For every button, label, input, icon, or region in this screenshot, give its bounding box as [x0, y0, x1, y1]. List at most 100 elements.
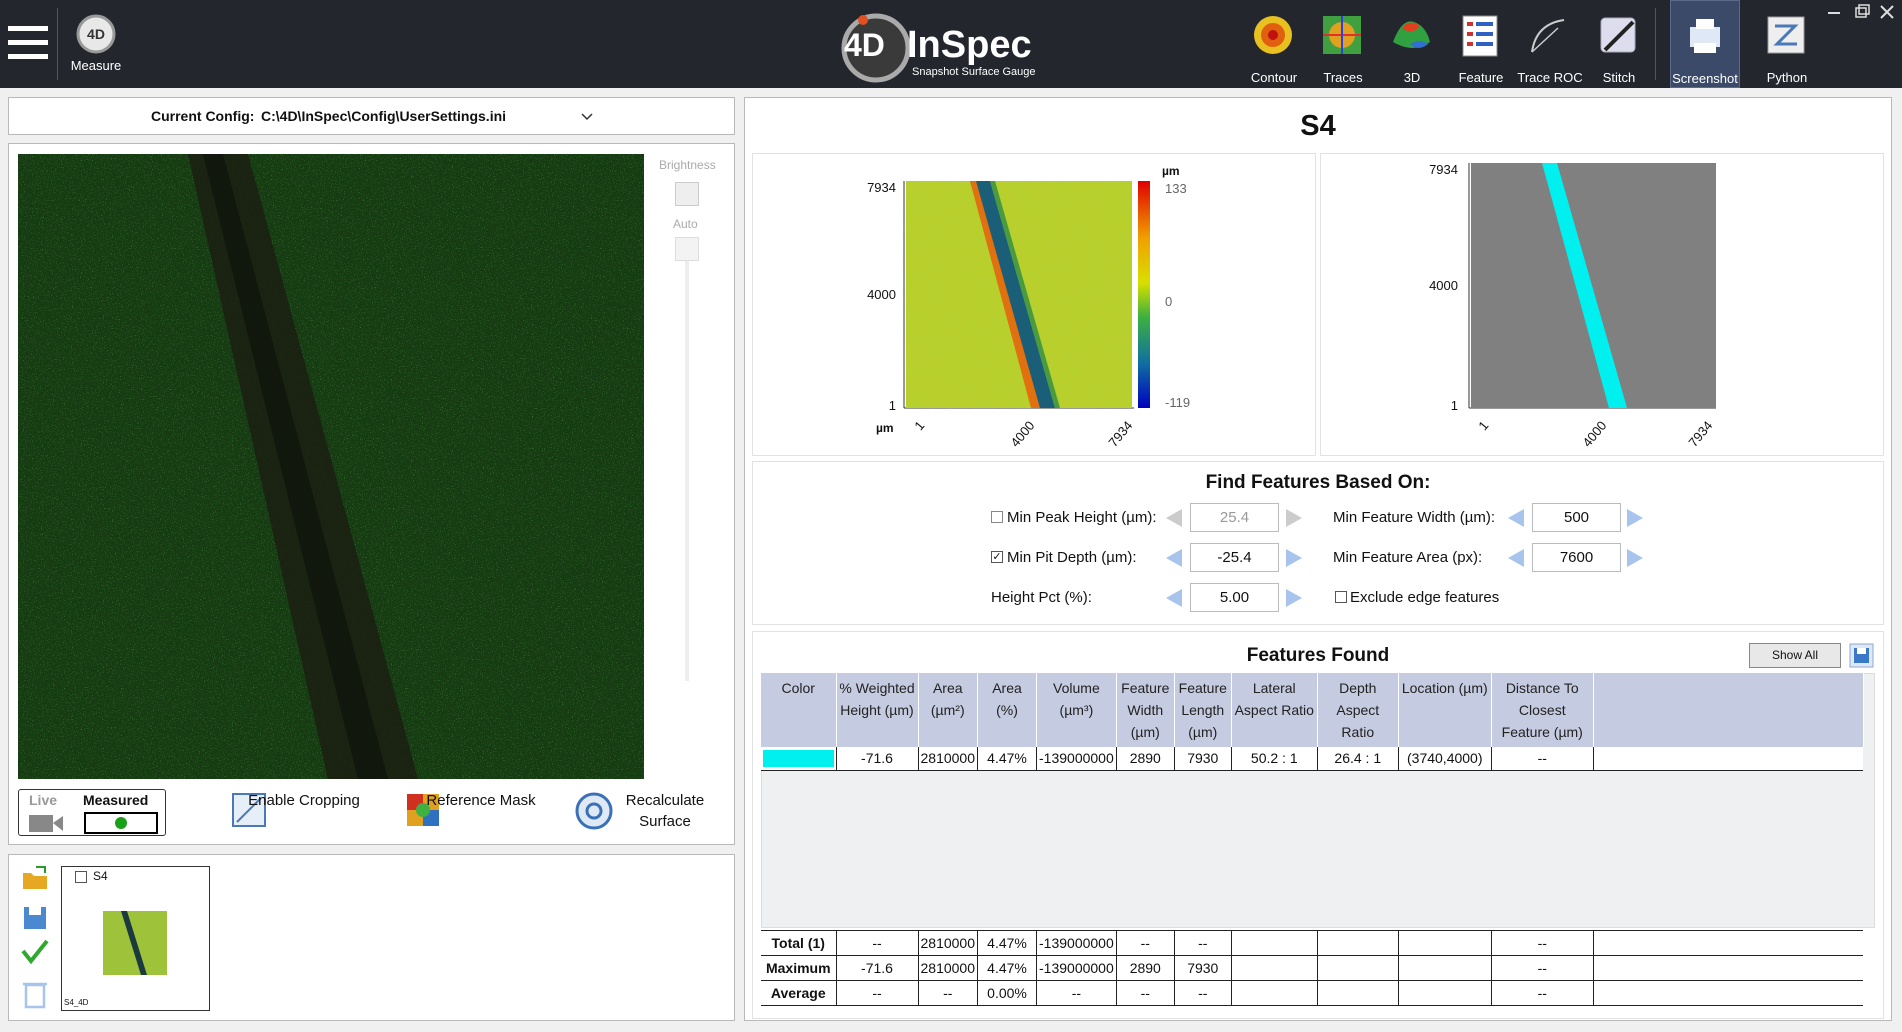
config-dropdown[interactable]: C:\4D\InSpec\Config\UserSettings.ini — [261, 108, 507, 124]
reference-mask-button[interactable]: Reference Mask — [426, 792, 536, 809]
tool-button[interactable]: 3D — [1377, 0, 1447, 88]
cell: 4.47% — [977, 930, 1038, 956]
column-header[interactable]: Color — [761, 673, 837, 747]
window-controls[interactable] — [1826, 4, 1900, 22]
column-header[interactable]: Area (%) — [977, 673, 1038, 747]
column-header[interactable]: Volume (µm³) — [1036, 673, 1117, 747]
tool-label[interactable]: Contour — [1250, 70, 1298, 85]
height-pct-input[interactable]: 5.00 — [1190, 583, 1279, 612]
column-header[interactable]: Lateral Aspect Ratio — [1231, 673, 1318, 747]
summary-row: Total (1) -- 2810000 4.47% -139000000 -- -- -- — [761, 930, 1864, 956]
tool-button[interactable]: Contour — [1239, 0, 1309, 88]
column-header[interactable]: Area (µm²) — [918, 673, 979, 747]
thumbnail-checkbox[interactable] — [75, 871, 87, 883]
cell: -- — [836, 930, 919, 956]
tool-icon[interactable] — [1459, 14, 1503, 58]
live-measured-toggle[interactable]: Live Measured — [18, 789, 166, 836]
tool-label[interactable]: Stitch — [1602, 70, 1636, 85]
tool-label[interactable]: Screenshot — [1672, 71, 1738, 86]
tool-button[interactable]: Traces — [1308, 0, 1378, 88]
cell: 4.47% — [977, 955, 1038, 981]
tool-icon[interactable] — [1765, 14, 1809, 58]
column-header[interactable]: % Weighted Height (µm) — [836, 673, 919, 747]
tool-icon[interactable] — [1252, 14, 1296, 58]
thumbnail-name[interactable]: S4 — [93, 869, 108, 883]
min-area-input[interactable]: 7600 — [1532, 543, 1621, 572]
summary-label: Average — [761, 980, 837, 1006]
min-peak-input[interactable]: 25.4 — [1190, 503, 1279, 532]
column-header[interactable]: Location (µm) — [1398, 673, 1492, 747]
min-peak-checkbox[interactable] — [991, 511, 1003, 523]
colorbar-unit: µm — [1162, 164, 1180, 178]
cell — [1398, 930, 1492, 956]
tool-button[interactable]: Feature — [1446, 0, 1516, 88]
column-header[interactable]: Feature Width (µm) — [1116, 673, 1175, 747]
brightness-slider[interactable] — [685, 261, 689, 681]
cell: 7930 — [1174, 747, 1232, 770]
cell — [1231, 930, 1318, 956]
min-width-input[interactable]: 500 — [1532, 503, 1621, 532]
decrement[interactable] — [1508, 509, 1524, 527]
tool-button[interactable]: Trace ROC — [1515, 0, 1585, 88]
dropdown-arrow[interactable] — [581, 112, 593, 122]
tool-icon[interactable] — [1684, 15, 1728, 59]
exclude-edge-checkbox[interactable] — [1335, 591, 1347, 603]
auto-box[interactable] — [675, 237, 699, 261]
tool-button[interactable]: Stitch — [1584, 0, 1654, 88]
thumbnail-file: S4_4D — [64, 998, 89, 1007]
colorbar-tick: 0 — [1165, 294, 1173, 309]
mask-icon[interactable] — [405, 792, 441, 828]
menu-button[interactable] — [8, 24, 50, 62]
column-header[interactable]: Distance To Closest Feature (µm) — [1491, 673, 1594, 747]
tagline: Snapshot Surface Gauge — [912, 66, 1036, 78]
recalculate-surface-button[interactable]: Recalculate Surface — [625, 792, 705, 830]
tool-label[interactable]: Python — [1766, 70, 1808, 85]
cell-blank — [1593, 956, 1863, 981]
crop-icon[interactable] — [231, 792, 267, 828]
measure-label[interactable]: Measure — [70, 58, 122, 73]
feature-row[interactable]: -71.6 2810000 4.47% -139000000 2890 7930 50.2 … — [761, 747, 1864, 770]
measured-label[interactable]: Measured — [83, 792, 149, 808]
tool-icon[interactable] — [1390, 14, 1434, 58]
summary-row: Average -- -- 0.00% -- -- -- -- — [761, 980, 1864, 1006]
brightness-box[interactable] — [675, 182, 699, 206]
enable-cropping-button[interactable]: Enable Cropping — [248, 792, 360, 809]
tool-button[interactable]: Python — [1752, 0, 1822, 88]
decrement[interactable] — [1508, 549, 1524, 567]
thumbnail-card[interactable]: S4 S4_4D — [61, 866, 210, 1011]
increment[interactable] — [1286, 509, 1302, 527]
column-header[interactable]: Depth Aspect Ratio — [1317, 673, 1399, 747]
cell: -- — [1036, 980, 1117, 1006]
toolbar: 4D Measure 4D InSpec Snapshot Surface Ga… — [0, 0, 1902, 88]
decrement[interactable] — [1166, 509, 1182, 527]
recalc-icon[interactable] — [575, 792, 613, 830]
file-actions[interactable] — [21, 863, 51, 1013]
save-table-button[interactable] — [1849, 643, 1874, 668]
column-header[interactable]: Feature Length (µm) — [1174, 673, 1232, 747]
show-all-columns-button[interactable]: Show All Columns — [1749, 643, 1841, 685]
live-label[interactable]: Live — [29, 792, 58, 808]
tool-button[interactable]: Screenshot — [1670, 0, 1740, 88]
increment[interactable] — [1286, 549, 1302, 567]
min-pit-input[interactable]: -25.4 — [1190, 543, 1279, 572]
decrement[interactable] — [1166, 549, 1182, 567]
tool-icon[interactable] — [1321, 14, 1365, 58]
cell: 2890 — [1116, 747, 1175, 770]
increment[interactable] — [1627, 549, 1643, 567]
increment[interactable] — [1627, 509, 1643, 527]
brightness-label: Brightness — [659, 158, 716, 172]
exclude-edge-label: Exclude edge features — [1350, 589, 1500, 606]
summary-table: Total (1) -- 2810000 4.47% -139000000 -- -- -- M… — [761, 930, 1864, 1006]
feature-map — [1468, 163, 1716, 409]
min-width-label: Min Feature Width (µm): — [1333, 509, 1496, 526]
decrement[interactable] — [1166, 589, 1182, 607]
measure-icon[interactable]: 4D — [75, 13, 117, 55]
tool-icon[interactable] — [1597, 14, 1641, 58]
increment[interactable] — [1286, 589, 1302, 607]
tool-icon[interactable] — [1528, 14, 1572, 58]
min-pit-checkbox[interactable]: ✓ — [991, 551, 1003, 563]
tool-label[interactable]: 3D — [1403, 70, 1421, 85]
tool-label[interactable]: Feature — [1458, 70, 1504, 85]
tool-label[interactable]: Trace ROC — [1517, 70, 1583, 85]
tool-label[interactable]: Traces — [1323, 70, 1363, 85]
